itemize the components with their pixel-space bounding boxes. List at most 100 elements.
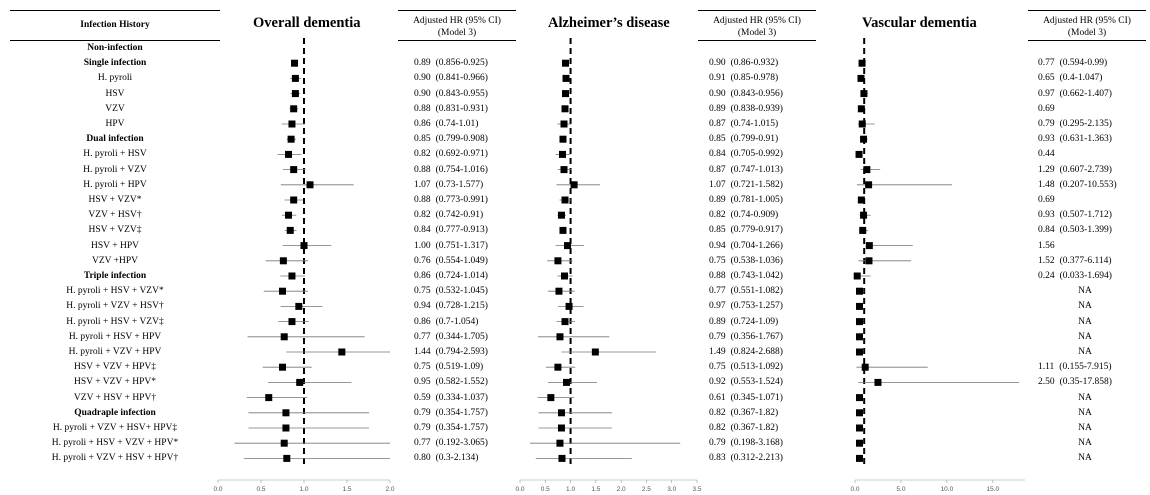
hr-marker [265, 394, 273, 402]
hr-estimate: 0.59 [414, 392, 431, 403]
column-header-line: Adjusted HR (95% CI) [413, 16, 501, 26]
hr-marker [865, 181, 873, 189]
hr-marker [295, 302, 303, 310]
hr-value-row: 0.59 (0.334-1.037) [414, 392, 488, 404]
column-header-line: (Model 3) [1067, 28, 1107, 38]
hr-marker [562, 90, 570, 98]
hr-marker [561, 318, 569, 326]
column-header-rule-top [698, 10, 816, 11]
hr-confidence-interval: (0.704-1.266) [730, 240, 783, 251]
hr-estimate: 0.69 [1038, 195, 1055, 205]
hr-value-row: 0.84 (0.777-0.913) [414, 224, 488, 236]
hr-marker [300, 242, 308, 250]
hr-marker [280, 439, 288, 447]
hr-estimate: 0.75 [414, 362, 431, 373]
hr-confidence-interval: (0.843-0.956) [730, 88, 783, 99]
hr-marker [555, 287, 563, 295]
hr-estimate: 0.85 [414, 134, 431, 145]
hr-value: NA [1078, 423, 1092, 433]
hr-marker [283, 454, 291, 462]
x-tick-label: 0.0 [850, 486, 859, 493]
hr-confidence-interval: (0.554-1.049) [435, 255, 488, 266]
hr-estimate: 0.77 [709, 286, 726, 297]
infection-label: H. pyroli + VZV + HSV+ HPV‡ [52, 423, 178, 433]
hr-estimate: 0.86 [414, 119, 431, 129]
hr-marker [861, 363, 869, 371]
hr-value-row: 1.56 [1038, 240, 1055, 252]
hr-value-row: 0.79 (0.354-1.757) [414, 407, 488, 419]
hr-value: NA [1078, 301, 1092, 312]
hr-marker [560, 166, 568, 174]
hr-estimate: 0.79 [1038, 119, 1055, 129]
hr-value: NA [1078, 316, 1092, 327]
hr-marker [290, 166, 298, 174]
hr-marker [858, 59, 866, 67]
hr-estimate: 0.80 [414, 453, 431, 464]
hr-marker [547, 394, 555, 402]
hr-marker [857, 74, 865, 82]
hr-estimate: 0.88 [414, 103, 431, 114]
hr-marker [860, 90, 868, 98]
hr-confidence-interval: (0.192-3.065) [435, 438, 488, 449]
hr-marker [288, 272, 296, 280]
hr-value-row: 0.93 (0.631-1.363) [1038, 133, 1112, 145]
hr-value-row: 0.79 (0.198-3.168) [709, 437, 783, 449]
hr-value-row: 0.84 (0.705-0.992) [709, 148, 783, 160]
hr-column-header: Adjusted HR (95% CI) (Model 3) [398, 15, 516, 39]
hr-estimate: 1.48 [1038, 179, 1055, 190]
hr-value-row: 0.69 [1038, 103, 1055, 115]
hr-marker [857, 105, 865, 113]
hr-estimate: 0.87 [709, 119, 726, 129]
hr-estimate: 0.82 [414, 149, 431, 160]
hr-estimate: 0.76 [414, 255, 431, 266]
hr-value-row: 0.24 (0.033-1.694) [1038, 270, 1112, 282]
column-header-rule-bottom [698, 40, 816, 41]
x-tick-label: 0.5 [541, 486, 550, 493]
hr-marker [564, 242, 572, 250]
hr-marker [285, 150, 293, 158]
hr-confidence-interval: (0.743-1.042) [730, 271, 783, 281]
hr-confidence-interval: (0.85-0.978) [730, 73, 779, 84]
hr-estimate: 0.79 [709, 331, 726, 342]
hr-estimate: 1.52 [1038, 255, 1055, 266]
infection-label: VZV +HPV [91, 255, 139, 266]
hr-value-row: 0.75 (0.519-1.09) [414, 361, 483, 373]
hr-value-row: 0.87 (0.747-1.013) [709, 164, 783, 176]
hr-estimate: 0.89 [709, 195, 726, 205]
hr-estimate: 0.75 [709, 255, 726, 266]
hr-estimate: 0.91 [709, 73, 726, 84]
hr-marker [290, 105, 298, 113]
hr-estimate: 0.92 [709, 377, 726, 388]
hr-value-row: 0.76 (0.554-1.049) [414, 255, 488, 267]
hr-value-row: 1.07 (0.721-1.582) [709, 179, 783, 191]
hr-estimate: 1.29 [1038, 164, 1055, 175]
hr-estimate: 0.77 [1038, 58, 1055, 69]
hr-marker [561, 105, 569, 113]
hr-estimate: 0.61 [709, 392, 726, 403]
hr-value-row: 0.88 (0.754-1.016) [414, 164, 488, 176]
group-header-label: Single infection [83, 58, 147, 69]
hr-marker [291, 90, 299, 98]
hr-value: NA [1078, 392, 1092, 403]
hr-value-row: 0.86 (0.724-1.014) [414, 270, 488, 282]
hr-value-row: 0.94 (0.728-1.215) [414, 300, 488, 312]
hr-confidence-interval: (0.777-0.913) [435, 225, 488, 236]
hr-confidence-interval: (0.794-2.593) [435, 347, 488, 357]
hr-confidence-interval: (0.721-1.582) [730, 179, 783, 190]
hr-confidence-interval: (0.662-1.407) [1059, 88, 1112, 99]
hr-marker-na [856, 439, 863, 447]
infection-label: H. pyroli + HSV + VZV + HPV* [51, 438, 179, 449]
hr-estimate: 0.82 [709, 407, 726, 418]
hr-confidence-interval: (0.856-0.925) [435, 58, 488, 69]
hr-marker [865, 242, 873, 250]
x-tick-label: 0.0 [213, 486, 222, 493]
hr-value-row: 0.88 (0.831-0.931) [414, 103, 488, 115]
hr-confidence-interval: (0.799-0.908) [435, 134, 488, 145]
infection-label: HSV + VZV + HPV‡ [74, 362, 156, 373]
hr-marker [556, 333, 564, 341]
hr-marker [559, 135, 567, 143]
hr-estimate: 0.88 [414, 195, 431, 205]
hr-value-row: 0.87 (0.74-1.015) [709, 118, 778, 130]
hr-marker [291, 74, 299, 82]
hr-marker [591, 348, 599, 356]
